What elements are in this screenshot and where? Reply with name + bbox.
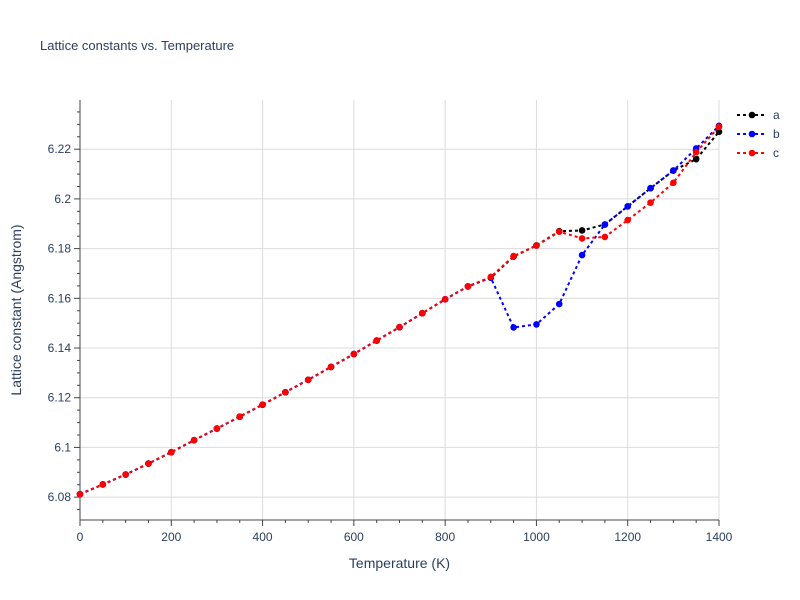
y-tick-label: 6.16: [48, 291, 72, 305]
x-axis-label: Temperature (K): [349, 555, 450, 571]
data-point-a: [692, 155, 700, 163]
chart-title: Lattice constants vs. Temperature: [40, 38, 234, 53]
data-point-b: [601, 221, 609, 228]
series-c: [76, 123, 723, 498]
legend-item-b[interactable]: b: [737, 127, 780, 141]
x-tick-label: 1200: [614, 530, 641, 544]
data-point-c: [715, 123, 723, 131]
data-point-c: [167, 448, 175, 456]
legend-label-a: a: [773, 108, 780, 122]
data-point-c: [213, 425, 221, 432]
data-series: [76, 122, 723, 498]
legend-marker-c: [748, 149, 756, 157]
data-point-c: [190, 436, 198, 444]
data-point-b: [533, 321, 540, 328]
data-point-c: [145, 460, 152, 467]
legend-item-c[interactable]: c: [737, 146, 779, 160]
x-tick-label: 800: [435, 530, 455, 544]
y-tick-label: 6.14: [48, 341, 72, 355]
data-point-c: [76, 490, 84, 498]
y-tick-label: 6.22: [48, 142, 72, 156]
data-point-c: [122, 471, 129, 478]
data-point-c: [533, 242, 540, 249]
data-point-c: [670, 179, 677, 187]
data-point-c: [692, 148, 700, 156]
data-point-a: [578, 227, 586, 234]
data-point-c: [510, 252, 517, 260]
data-point-c: [282, 388, 289, 396]
data-point-b: [670, 167, 677, 174]
data-point-c: [259, 401, 266, 408]
data-point-c: [441, 296, 449, 303]
y-tick-label: 6.18: [48, 242, 72, 256]
data-point-c: [487, 273, 495, 281]
data-point-c: [304, 376, 312, 384]
data-point-b: [578, 251, 586, 259]
x-tick-label: 200: [161, 530, 181, 544]
axes: [74, 100, 720, 526]
series-line-a: [79, 131, 720, 496]
series-line-b: [79, 125, 720, 496]
y-tick-label: 6.12: [48, 391, 72, 405]
data-point-b: [647, 184, 654, 192]
series-a: [76, 128, 723, 498]
data-point-c: [419, 309, 426, 317]
data-point-b: [510, 324, 517, 331]
y-tick-label: 6.08: [48, 490, 72, 504]
data-point-c: [555, 228, 563, 236]
data-point-c: [578, 235, 586, 242]
data-point-b: [624, 203, 632, 210]
legend-label-c: c: [773, 146, 779, 160]
x-tick-label: 400: [253, 530, 273, 544]
series-b: [76, 122, 723, 498]
data-point-c: [624, 216, 632, 224]
data-point-c: [373, 337, 380, 344]
y-tick-label: 6.2: [54, 192, 71, 206]
series-line-c: [79, 126, 720, 496]
data-point-c: [327, 363, 335, 371]
data-point-c: [350, 350, 358, 358]
data-point-c: [99, 481, 107, 488]
tick-labels: 0 200 400 600 800 1000 1200 1400 6.08 6.1 6.12 6.14…: [48, 142, 733, 544]
gridlines: [80, 100, 720, 520]
x-tick-label: 0: [77, 530, 84, 544]
y-axis-label: Lattice constant (Angstrom): [8, 224, 24, 395]
data-point-b: [555, 300, 563, 308]
data-point-c: [647, 199, 654, 206]
x-tick-label: 1000: [523, 530, 550, 544]
x-tick-label: 1400: [706, 530, 733, 544]
data-point-c: [236, 413, 244, 420]
legend-marker-b: [748, 130, 756, 138]
legend-label-b: b: [773, 127, 780, 141]
y-tick-label: 6.1: [54, 440, 71, 454]
legend-item-a[interactable]: a: [737, 108, 780, 122]
legend-marker-a: [748, 111, 756, 119]
legend[interactable]: abc: [737, 108, 780, 160]
x-tick-label: 600: [344, 530, 364, 544]
data-point-c: [396, 323, 403, 331]
data-point-c: [464, 283, 472, 290]
data-point-c: [601, 233, 609, 241]
